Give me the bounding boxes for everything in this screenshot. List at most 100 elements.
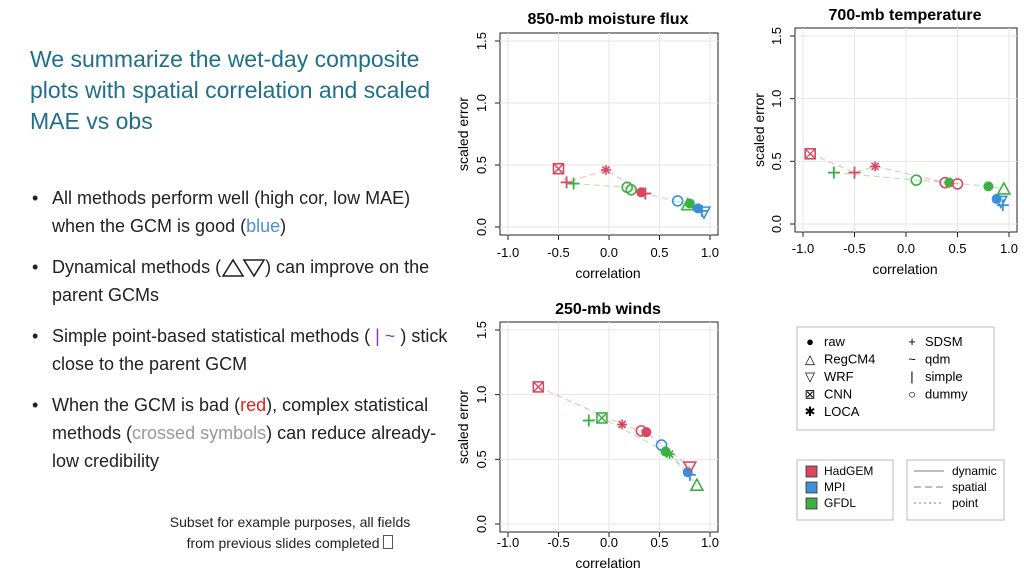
footnote: Subset for example purposes, all fields … — [140, 512, 440, 554]
legend-box — [906, 459, 1005, 521]
footnote-line-1: Subset for example purposes, all fields — [169, 514, 411, 530]
legend-box — [796, 326, 995, 431]
point-hadgem-raw — [636, 187, 647, 198]
x-tick-label: -1.0 — [497, 245, 519, 260]
bullet-3-pre: Simple point-based statistical methods ( — [52, 326, 371, 346]
x-axis-label: correlation — [575, 555, 640, 571]
bullet-4-pre: When the GCM is bad ( — [52, 395, 241, 415]
ticks: -1.0 -0.5 0.0 0.5 1.0 0.0 0.5 1.0 1.5 — [474, 32, 719, 260]
legend-label-regcm4: RegCM4 — [824, 352, 875, 367]
legend-label-mpi: MPI — [824, 480, 845, 494]
legend-label-wrf: WRF — [824, 369, 854, 384]
panel-250mb: 250-mb winds -1.0 -0.5 0.0 0.5 1.0 0.0 0.5 1.0 1… — [455, 301, 719, 571]
legend-label-raw: raw — [824, 334, 846, 349]
point-gfdl-sdsm — [827, 166, 840, 179]
x-tick-label: 0.0 — [897, 241, 915, 256]
series-line-hadgem — [538, 386, 691, 468]
legend-symbol-regcm4: △ — [805, 352, 815, 367]
bullet-3-symbols: | ~ — [375, 326, 396, 346]
x-tick-label: -0.5 — [547, 535, 569, 550]
bullet-3: Simple point-based statistical methods (… — [32, 322, 452, 378]
bullet-1-text: All methods perform well (high cor, low … — [52, 188, 411, 236]
x-tick-label: 0.0 — [600, 245, 618, 260]
legend-gcm: HadGEM MPI GFDL — [796, 459, 894, 521]
point-mpi-sdsm — [683, 468, 696, 481]
legend-symbol-simple: | — [910, 369, 913, 384]
points — [532, 381, 705, 492]
x-tick-label: 0.5 — [948, 241, 966, 256]
point-gfdl-regcm4 — [996, 181, 1012, 195]
legend-label-dummy: dummy — [925, 387, 968, 402]
legend-label-gfdl: GFDL — [824, 496, 856, 510]
x-axis-label: correlation — [872, 261, 937, 277]
chart-title: 850-mb moisture flux — [528, 11, 689, 28]
point-mpi-sdsm — [996, 199, 1009, 212]
x-tick-label: 0.5 — [650, 535, 668, 550]
series-lines — [538, 386, 698, 486]
ticks: -1.0 -0.5 0.0 0.5 1.0 0.0 0.5 1.0 1.5 — [474, 321, 719, 550]
points — [552, 162, 712, 220]
legend-label-cnn: CNN — [824, 387, 852, 402]
legend-label-spatial: spatial — [952, 480, 987, 494]
point-mpi-wrf — [993, 195, 1009, 210]
legend-label-point: point — [952, 496, 979, 510]
bullet-1: All methods perform well (high cor, low … — [32, 184, 452, 240]
x-axis-label: correlation — [575, 265, 640, 281]
point-hadgem-dummy — [951, 178, 964, 190]
legend-label-simple: simple — [925, 369, 963, 384]
x-tick-label: 1.0 — [1000, 241, 1018, 256]
grid — [500, 33, 718, 235]
y-tick-label: 0.0 — [474, 218, 489, 236]
triangle-icons — [221, 258, 266, 278]
x-tick-label: -1.0 — [497, 535, 519, 550]
y-axis-label: scaled error — [751, 93, 767, 167]
bullet-3-post: ) stick close to the parent GCM — [52, 326, 448, 374]
point-gfdl-regcm4 — [689, 477, 705, 492]
bullet-4-grey: crossed symbols — [132, 423, 267, 443]
point-gfdl-sdsm — [567, 177, 580, 190]
slide-title: We summarize the wet-day composite plots… — [30, 46, 431, 134]
y-tick-label: 1.5 — [474, 321, 489, 339]
x-tick-label: 1.0 — [701, 535, 719, 550]
series-line-hadgem — [809, 153, 958, 185]
grid — [795, 28, 1017, 232]
x-tick-label: 0.5 — [650, 245, 668, 260]
points — [804, 148, 1012, 212]
chart-title: 700-mb temperature — [829, 7, 982, 24]
point-hadgem-loca — [617, 419, 628, 430]
point-gfdl-cnn — [596, 412, 608, 424]
panel-700mb: 700-mb temperature -1.0 -0.5 0.0 0.5 1.0 0.0 0… — [751, 7, 1018, 277]
chart-title: 250-mb winds — [555, 301, 661, 318]
point-hadgem-cnn — [804, 148, 817, 160]
point-hadgem-loca — [870, 161, 881, 172]
legend-label-hadgem: HadGEM — [824, 464, 873, 478]
series-line-gfdl — [588, 417, 698, 486]
footnote-line-2: from previous slides completed — [186, 535, 380, 551]
legend-label-dynamic: dynamic — [952, 464, 997, 478]
bullet-4-post: ) can reduce already-low credibility — [52, 423, 437, 471]
legend-symbol-qdm: ~ — [908, 352, 916, 367]
legend-symbol-sdsm: + — [908, 334, 916, 349]
x-tick-label: -0.5 — [843, 241, 865, 256]
legend-symbol-wrf: ▽ — [805, 369, 815, 384]
ticks: -1.0 -0.5 0.0 0.5 1.0 0.0 0.5 1.0 1.5 — [769, 27, 1018, 256]
legend-swatch-gfdl — [805, 497, 818, 510]
missing-glyph-icon — [383, 535, 394, 549]
bullet-2-pre: Dynamical methods ( — [52, 257, 222, 277]
y-tick-label: 0.5 — [474, 156, 489, 174]
point-hadgem-sdsm — [560, 176, 573, 189]
point-gfdl-regcm4 — [680, 197, 696, 211]
y-tick-label: 1.0 — [769, 90, 784, 108]
legend-swatch-mpi — [805, 481, 818, 494]
point-gfdl-dummy — [910, 174, 923, 186]
legend-label-qdm: qdm — [925, 352, 950, 367]
legend-symbol-raw: ● — [806, 334, 814, 349]
legend-swatch-hadgem — [805, 465, 818, 478]
x-tick-label: -0.5 — [547, 245, 569, 260]
point-mpi-wrf — [696, 206, 712, 220]
legend-symbol-dummy: ○ — [908, 387, 916, 402]
bullet-1-highlight: blue — [246, 216, 281, 236]
bullet-4-red: red — [240, 395, 267, 415]
y-axis-label: scaled error — [455, 390, 471, 464]
